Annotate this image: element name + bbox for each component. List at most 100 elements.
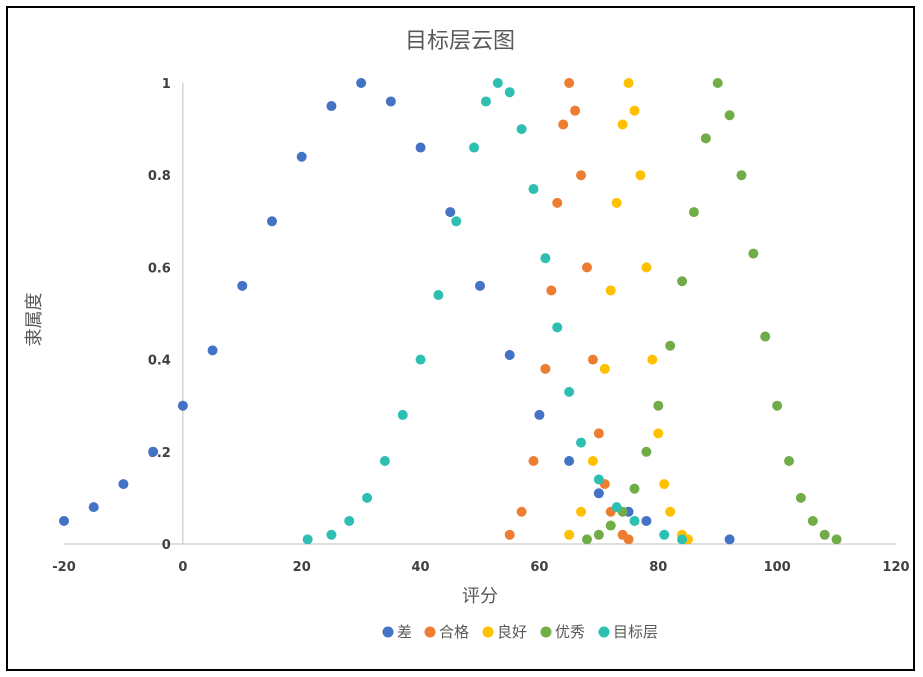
data-point <box>617 119 628 130</box>
chart-frame: 目标层云图 0 0.2 0.4 0.6 0.8 1 -20 0 20 40 60 80 100 120 … <box>6 6 915 671</box>
data-point <box>148 446 159 457</box>
data-point <box>570 105 581 116</box>
legend-label: 合格 <box>439 623 469 641</box>
x-tick-label: 20 <box>293 560 311 575</box>
data-point <box>641 262 652 273</box>
legend-label: 差 <box>397 623 412 641</box>
data-point <box>623 534 634 545</box>
series-4-points <box>581 78 842 545</box>
data-point <box>564 456 575 467</box>
series-1-points <box>59 78 735 545</box>
chart-title: 目标层云图 <box>405 29 515 54</box>
legend-marker <box>424 626 436 638</box>
x-tick-label: 120 <box>882 560 909 575</box>
legend-marker <box>482 626 494 638</box>
data-point <box>641 515 652 526</box>
data-point <box>516 506 527 517</box>
data-point <box>88 502 99 513</box>
data-point <box>59 515 69 526</box>
data-point <box>344 515 355 526</box>
data-point <box>581 534 592 545</box>
data-point <box>302 534 313 545</box>
data-point <box>576 170 587 181</box>
data-point <box>475 280 485 291</box>
data-point <box>504 529 515 540</box>
data-point <box>504 87 515 98</box>
data-point <box>576 506 587 517</box>
x-tick-label: 100 <box>764 560 791 575</box>
data-point <box>540 253 551 264</box>
data-point <box>593 474 604 485</box>
data-point <box>379 456 390 467</box>
data-point <box>653 428 664 439</box>
data-point <box>665 506 676 517</box>
data-point <box>712 78 723 88</box>
data-points <box>59 78 842 545</box>
data-point <box>552 197 563 208</box>
data-point <box>564 386 575 397</box>
data-point <box>599 363 610 374</box>
data-point <box>237 280 248 291</box>
data-point <box>415 142 426 153</box>
data-point <box>564 78 575 88</box>
y-tick-labels: 00.20.40.60.81 <box>148 77 171 553</box>
data-point <box>451 216 462 227</box>
x-tick-label: 0 <box>178 560 187 575</box>
data-point <box>605 285 616 296</box>
data-point <box>576 437 587 448</box>
data-point <box>724 534 735 545</box>
data-point <box>362 492 373 503</box>
data-point <box>635 170 646 181</box>
y-axis-title: 隶属度 <box>24 293 45 347</box>
series-3-points <box>564 78 693 545</box>
data-point <box>605 520 616 531</box>
data-point <box>326 529 337 540</box>
legend-marker <box>598 626 610 638</box>
data-point <box>795 492 806 503</box>
data-point <box>593 428 604 439</box>
data-point <box>356 78 367 88</box>
data-point <box>724 110 735 121</box>
legend: 差 合格 良好 优秀 目标层 <box>382 623 658 641</box>
data-point <box>593 529 604 540</box>
data-point <box>397 409 408 420</box>
x-axis-title: 评分 <box>462 586 498 607</box>
data-point <box>647 354 658 365</box>
data-point <box>760 331 771 342</box>
x-tick-label: -20 <box>52 560 76 575</box>
data-point <box>564 529 575 540</box>
data-point <box>552 322 563 333</box>
legend-marker <box>540 626 552 638</box>
data-point <box>677 534 688 545</box>
series-5-points <box>302 78 688 545</box>
data-point <box>611 502 622 513</box>
legend-marker <box>382 626 394 638</box>
axes <box>64 83 896 545</box>
x-tick-label: 80 <box>649 560 667 575</box>
data-point <box>177 400 188 411</box>
legend-label: 优秀 <box>555 623 585 641</box>
data-point <box>385 96 396 107</box>
data-point <box>480 96 491 107</box>
data-point <box>581 262 592 273</box>
data-point <box>433 290 444 301</box>
data-point <box>629 105 640 116</box>
data-point <box>665 340 676 351</box>
data-point <box>534 409 545 420</box>
data-point <box>688 207 699 218</box>
legend-label: 目标层 <box>613 623 658 641</box>
data-point <box>546 285 557 296</box>
data-point <box>492 78 503 88</box>
data-point <box>623 78 634 88</box>
x-tick-labels: -20 0 20 40 60 80 100 120 <box>52 560 909 575</box>
data-point <box>629 515 640 526</box>
y-tick-label: 0.4 <box>148 354 171 369</box>
y-tick-label: 0 <box>162 538 171 553</box>
data-point <box>528 456 539 467</box>
data-point <box>641 446 652 457</box>
legend-label: 良好 <box>497 623 527 641</box>
data-point <box>504 349 515 360</box>
data-point <box>677 276 688 287</box>
data-point <box>819 529 830 540</box>
x-tick-label: 60 <box>530 560 548 575</box>
